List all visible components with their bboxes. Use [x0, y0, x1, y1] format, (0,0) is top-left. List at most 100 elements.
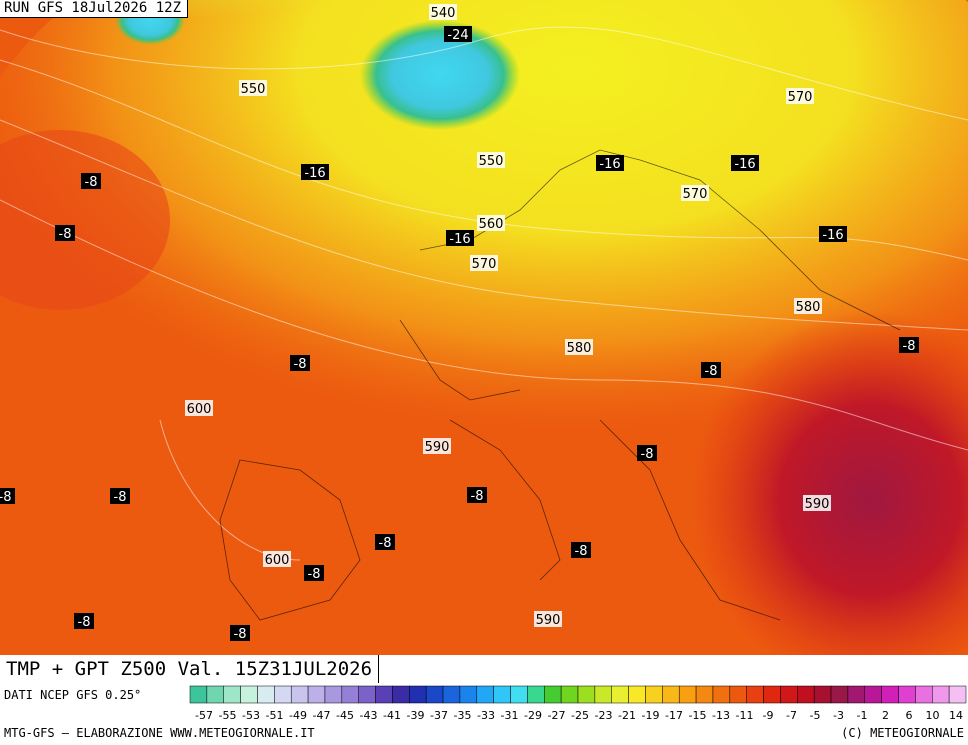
color-cell: [560, 685, 579, 704]
color-cell: [493, 685, 511, 704]
label-box: [534, 611, 562, 627]
label-box: [899, 337, 919, 353]
color-cell: [797, 685, 815, 704]
color-cell: [577, 685, 596, 704]
colorbar: -57 -55 -53 -51 -49 -47 -45 -43 -41 -39 -37 -35 -33-…: [189, 685, 967, 722]
color-cell: [290, 685, 309, 704]
label-box: [185, 400, 213, 416]
color-cell: [830, 685, 849, 704]
label-box: [477, 152, 505, 168]
color-cell: [358, 685, 376, 704]
colorbar-label: -7: [786, 709, 797, 722]
colorbar-label: -45: [336, 709, 354, 722]
contour-label: -8: [294, 357, 307, 372]
run-info: RUN GFS 18Jul2026 12Z: [0, 0, 189, 18]
color-cell: [189, 685, 208, 704]
contour-label: -8: [114, 490, 127, 505]
colorbar-label: -21: [618, 709, 636, 722]
color-cell: [678, 685, 697, 704]
label-box: [81, 173, 101, 189]
data-source: DATI NCEP GFS 0.25°: [4, 688, 142, 702]
colorbar-label: -35: [454, 709, 472, 722]
contour-label: 590: [425, 440, 450, 455]
color-cell: [898, 685, 916, 704]
contour-label: -8: [308, 567, 321, 582]
colorbar-label: -55: [219, 709, 237, 722]
colorbar-label: -9: [763, 709, 774, 722]
contour-label: -8: [575, 544, 588, 559]
color-cell: [881, 685, 899, 704]
label-box: [467, 487, 487, 503]
contour-label: -8: [85, 175, 98, 190]
colorbar-label: -19: [642, 709, 660, 722]
contour-label: 540: [431, 6, 456, 21]
label-box: [444, 26, 472, 42]
color-cell: [932, 685, 950, 704]
map-title: TMP + GPT Z500 Val. 15Z31JUL2026: [0, 655, 380, 683]
label-box: [477, 215, 505, 231]
color-cell: [324, 685, 343, 704]
color-cell: [510, 685, 528, 704]
label-box: [794, 298, 822, 314]
contour-label: 600: [265, 553, 290, 568]
color-cell: [375, 685, 393, 704]
color-cell: [746, 685, 764, 704]
colorbar-label: 14: [949, 709, 963, 722]
contour-label: 570: [788, 90, 813, 105]
colorbar-label: -57: [195, 709, 213, 722]
label-box: [596, 155, 624, 171]
colorbar-label: -41: [383, 709, 401, 722]
contour-label: -8: [59, 227, 72, 242]
color-cell: [442, 685, 461, 704]
label-box: [429, 4, 457, 20]
contour-label: -16: [734, 157, 755, 172]
color-cell: [274, 685, 292, 704]
label-box: [470, 255, 498, 271]
colorbar-label: -1: [857, 709, 868, 722]
color-cell: [527, 685, 545, 704]
contour-label: 560: [479, 217, 504, 232]
colorbar-label: -27: [548, 709, 566, 722]
contour-label: -8: [705, 364, 718, 379]
label-box: [446, 230, 474, 246]
colorbar-label: -53: [242, 709, 260, 722]
colorbar-label: -33: [477, 709, 495, 722]
contour-label: -8: [234, 627, 247, 642]
contour-label: -16: [449, 232, 470, 247]
colorbar-label: -37: [430, 709, 448, 722]
colorbar-label: -13: [712, 709, 730, 722]
color-cell: [206, 685, 224, 704]
color-cell: [628, 685, 646, 704]
label-box: [423, 438, 451, 454]
color-cell: [459, 685, 478, 704]
contour-label: -8: [471, 489, 484, 504]
label-box: [375, 534, 395, 550]
contour-label: 580: [796, 300, 821, 315]
color-cell: [915, 685, 933, 704]
label-box: [301, 164, 329, 180]
colorbar-label: 2: [882, 709, 889, 722]
contour-label: -16: [822, 228, 843, 243]
label-box: [701, 362, 721, 378]
color-cell: [341, 685, 359, 704]
color-cell: [223, 685, 241, 704]
contour-label: -8: [0, 490, 11, 505]
color-cell: [544, 685, 562, 704]
color-cell: [847, 685, 866, 704]
contour-label: 590: [805, 497, 830, 512]
colorbar-label: -43: [360, 709, 378, 722]
colorbar-label: -29: [524, 709, 542, 722]
contour-label: -8: [903, 339, 916, 354]
label-box: [681, 185, 709, 201]
color-cell: [780, 685, 798, 704]
colorbar-label: -17: [665, 709, 683, 722]
contour-label: -8: [641, 447, 654, 462]
contour-label: 570: [472, 257, 497, 272]
contour-label: 590: [536, 613, 561, 628]
color-cell: [763, 685, 781, 704]
color-cell: [240, 685, 258, 704]
color-cell: [712, 685, 731, 704]
colorbar-label: 10: [926, 709, 940, 722]
color-cell: [476, 685, 494, 704]
